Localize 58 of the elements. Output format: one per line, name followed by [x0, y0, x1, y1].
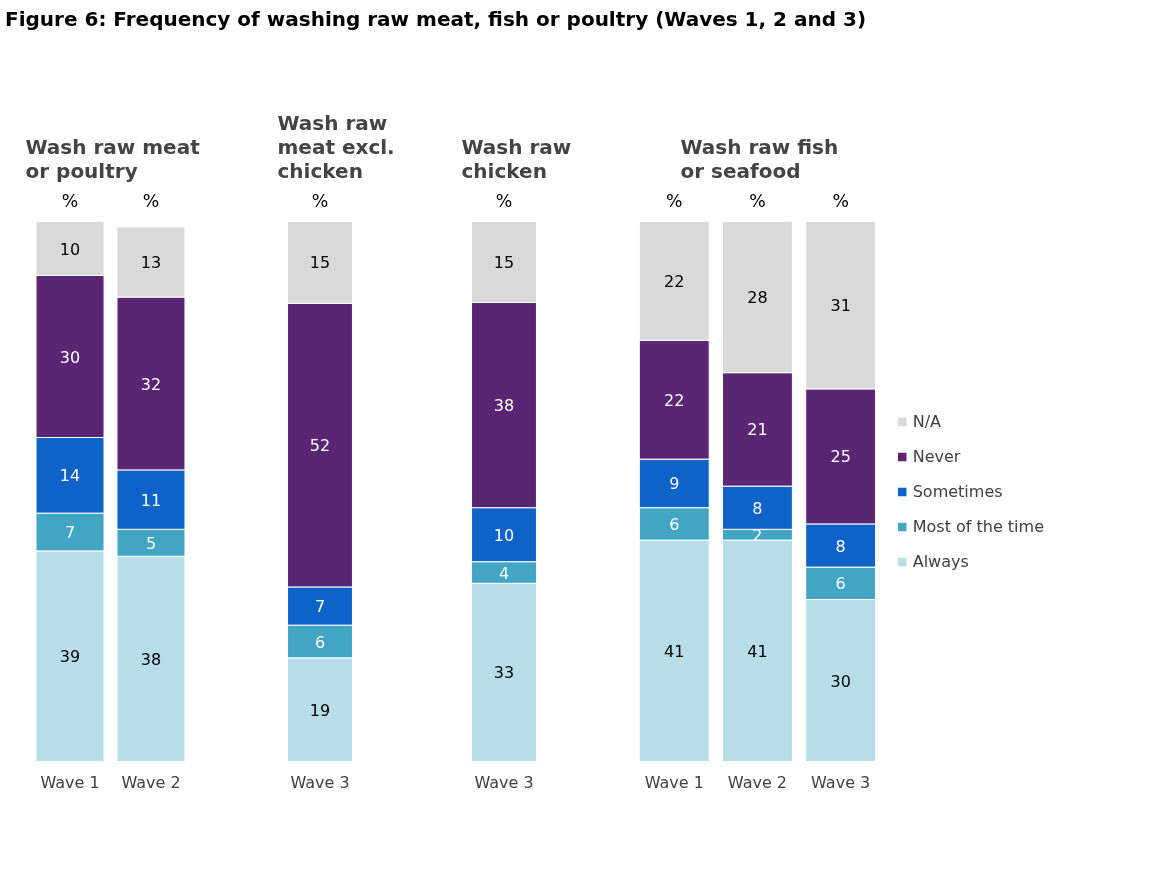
x-tick-label: Wave 2 [121, 772, 181, 792]
data-label: 8 [835, 536, 846, 556]
data-label: 8 [752, 498, 763, 518]
data-label: 15 [309, 253, 331, 273]
x-tick-label: Wave 1 [644, 772, 704, 792]
data-label: 22 [664, 390, 685, 410]
legend-label: N/A [912, 411, 942, 431]
data-label: 41 [747, 641, 768, 661]
data-label: 38 [140, 649, 162, 669]
data-label: 32 [140, 374, 162, 394]
data-label: 38 [493, 396, 515, 416]
text: % [832, 190, 849, 211]
data-label: 21 [747, 420, 768, 440]
data-label: 7 [314, 597, 326, 617]
x-tick-label: Wave 2 [727, 772, 788, 792]
text: % [61, 190, 79, 211]
x-tick-label: Wave 1 [40, 772, 100, 792]
data-label: 22 [664, 271, 685, 291]
legend-label: Sometimes [912, 481, 1004, 501]
data-label: 13 [140, 253, 162, 272]
data-label: 10 [493, 525, 515, 545]
data-label: 7 [64, 523, 76, 542]
x-tick-label: Wave 3 [474, 772, 534, 792]
data-label: 10 [59, 239, 81, 259]
data-label: 15 [493, 253, 515, 272]
legend-label: Always [912, 551, 970, 571]
data-label: 19 [309, 700, 331, 720]
data-label: 39 [59, 647, 81, 667]
x-tick-label: Wave 3 [811, 772, 871, 792]
data-label: 6 [314, 632, 326, 652]
data-label: 14 [59, 466, 81, 486]
text: % [311, 190, 329, 211]
text: % [142, 190, 160, 211]
data-label: 6 [835, 574, 846, 594]
data-label: 4 [498, 563, 510, 583]
text: % [749, 190, 766, 211]
data-label: 25 [830, 447, 851, 467]
data-label: 30 [830, 671, 851, 691]
chart-title: Wash raw chicken [461, 134, 572, 183]
data-label: 52 [309, 436, 331, 456]
data-label: 6 [669, 514, 680, 534]
text: Figure 6: Frequency of washing raw meat, fish or poultry (Waves 1, 2 and 3) [5, 6, 868, 33]
data-label: 33 [493, 663, 515, 683]
chart-title: Wash raw meat excl. chicken [277, 110, 395, 183]
text: % [495, 190, 513, 211]
legend-label: Most of the time [912, 516, 1044, 536]
x-tick-label: Wave 3 [290, 772, 350, 792]
data-label: 5 [145, 533, 157, 553]
data-label: 9 [669, 474, 680, 494]
chart-title: Wash raw fish or seafood [680, 134, 839, 183]
chart-title: Wash raw meat or poultry [25, 134, 201, 183]
data-label: 30 [59, 347, 81, 367]
data-label: 11 [140, 490, 162, 510]
data-label: 41 [664, 641, 685, 661]
data-label: 28 [747, 288, 768, 308]
legend-label: Never [912, 446, 962, 466]
text: % [666, 190, 683, 211]
data-label: 31 [830, 296, 851, 316]
